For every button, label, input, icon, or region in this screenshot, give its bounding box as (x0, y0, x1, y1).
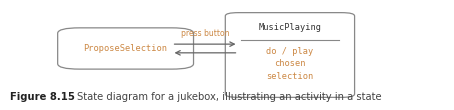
Text: Figure 8.15: Figure 8.15 (10, 92, 75, 102)
Text: press button: press button (181, 29, 229, 38)
Text: ProposeSelection: ProposeSelection (84, 44, 168, 53)
FancyBboxPatch shape (58, 28, 193, 69)
Text: do / play
chosen
selection: do / play chosen selection (266, 47, 314, 81)
Text: MusicPlaying: MusicPlaying (258, 23, 321, 32)
FancyBboxPatch shape (225, 13, 355, 97)
Text: State diagram for a jukebox, illustrating an activity in a state: State diagram for a jukebox, illustratin… (77, 92, 382, 102)
